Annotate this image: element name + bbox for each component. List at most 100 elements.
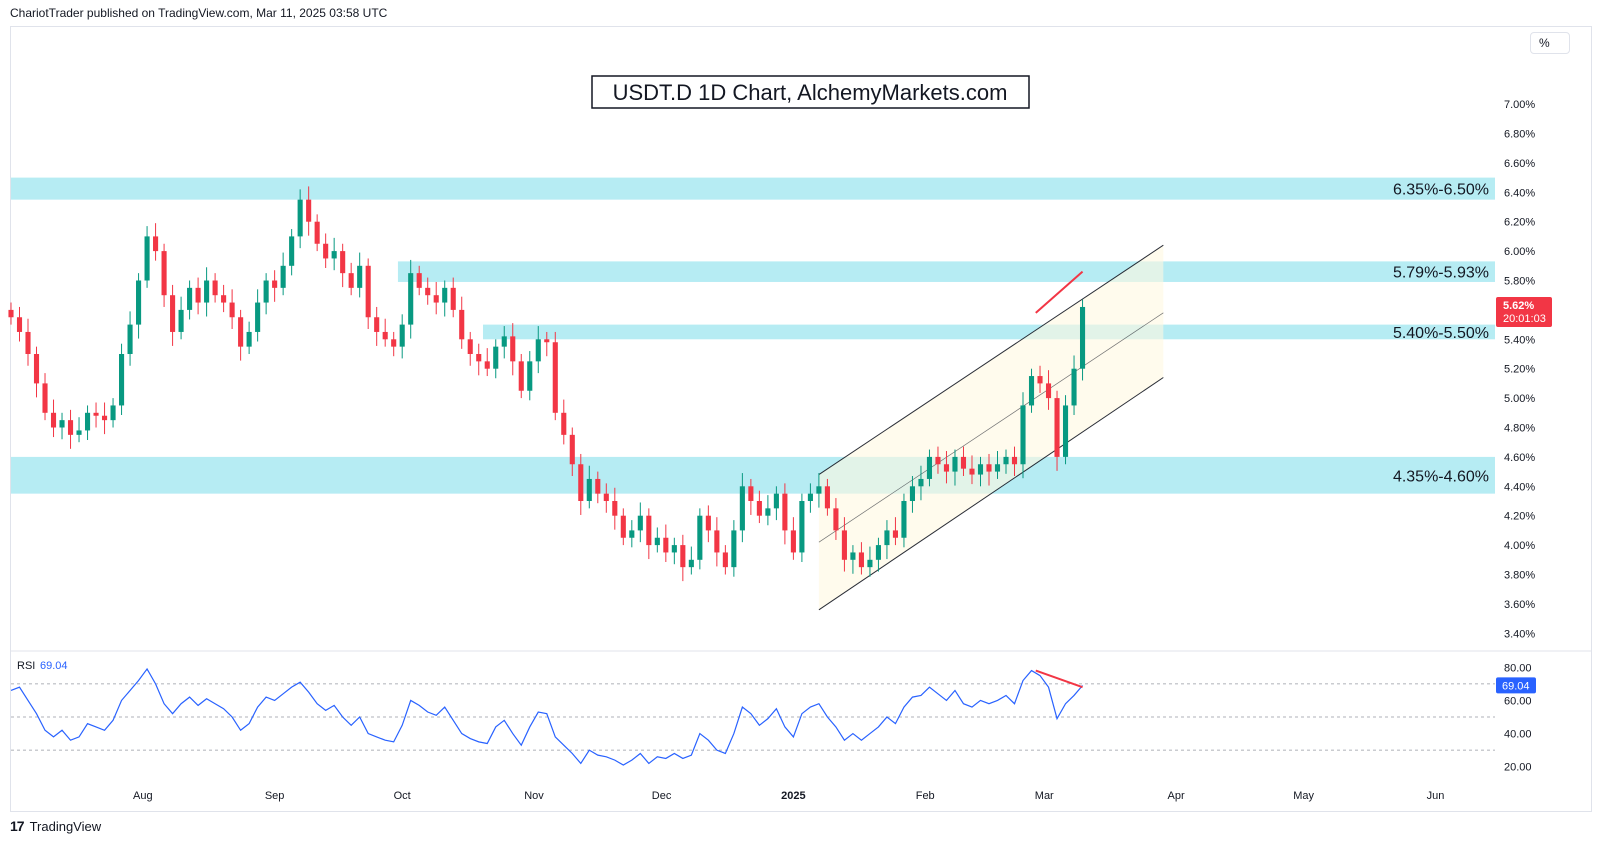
tradingview-footer: 17 TradingView: [10, 818, 101, 834]
candle-body: [323, 243, 329, 259]
channel-lower-line: [818, 377, 1164, 611]
candle-body: [824, 486, 830, 509]
candle-body: [637, 515, 643, 531]
x-tick-label: Feb: [916, 790, 935, 802]
candle-body: [136, 280, 142, 325]
candle-body: [204, 280, 210, 303]
tradingview-logo-icon: 17: [10, 818, 25, 834]
price-tick-label: 6.80%: [1504, 129, 1535, 141]
candle-body: [8, 309, 14, 318]
x-tick-label: Oct: [394, 790, 411, 802]
rsi-tick-label: 40.00: [1504, 729, 1532, 741]
candle-body: [773, 493, 779, 509]
candle-body: [663, 537, 669, 553]
candle-body: [170, 295, 176, 332]
candle-body: [612, 501, 618, 516]
candle-body: [501, 336, 507, 347]
rsi-divergence-line: [1035, 669, 1083, 689]
price-tick-label: 4.60%: [1504, 452, 1535, 464]
zone-2: [482, 324, 1495, 340]
axis-unit-button[interactable]: %: [1530, 32, 1570, 54]
candle-body: [994, 464, 1001, 472]
price-tick-label: 6.60%: [1504, 158, 1535, 170]
candle-body: [195, 287, 201, 303]
price-tick-label: 4.40%: [1504, 481, 1535, 493]
candle-body: [969, 468, 975, 475]
candle-body: [535, 339, 541, 362]
price-tick-label: 4.20%: [1504, 511, 1535, 523]
candle-body: [552, 342, 558, 413]
candle-body: [782, 493, 788, 531]
zone-label-2: 5.40%-5.50%: [1393, 325, 1489, 342]
candle-body: [42, 383, 48, 413]
candle-body: [280, 265, 286, 288]
candle-body: [127, 324, 133, 354]
rsi-tick-label: 80.00: [1504, 662, 1532, 674]
candle-body: [867, 559, 873, 568]
price-tick-label: 3.60%: [1504, 599, 1535, 611]
candle-body: [756, 501, 762, 516]
channel-middle-line: [818, 312, 1164, 543]
candle-body: [340, 251, 346, 274]
candle-body: [714, 530, 720, 553]
candle-body: [374, 317, 380, 332]
candle-body: [569, 434, 575, 465]
rsi-line: [10, 667, 1083, 766]
chart-title: USDT.D 1D Chart, AlchemyMarkets.com: [613, 80, 1008, 105]
x-tick-label: May: [1293, 790, 1314, 802]
candle-body: [977, 464, 984, 475]
candle-body: [391, 339, 397, 347]
tradingview-brand: TradingView: [29, 818, 102, 834]
candle-body: [50, 412, 57, 428]
candle-body: [586, 478, 592, 501]
price-tick-label: 3.80%: [1504, 570, 1535, 582]
rsi-tick-label: 60.00: [1504, 695, 1532, 707]
candle-body: [918, 478, 924, 487]
candle-body: [1045, 383, 1052, 399]
price-tick-label: 7.00%: [1504, 99, 1535, 111]
candle-body: [433, 295, 439, 303]
candle-body: [960, 456, 967, 469]
candle-body: [119, 354, 125, 406]
price-tick-label: 4.00%: [1504, 540, 1535, 552]
candle-body: [722, 552, 728, 568]
candle-body: [272, 280, 278, 288]
price-tick-label: 3.40%: [1504, 628, 1535, 640]
candle-body: [952, 456, 958, 472]
candle-body: [238, 317, 244, 347]
candle-body: [688, 559, 694, 568]
candle-body: [84, 412, 91, 431]
candle-body: [93, 412, 99, 416]
candle-body: [671, 545, 677, 553]
candle-body: [450, 287, 456, 310]
zone-0: [11, 177, 1495, 200]
candle-body: [858, 552, 864, 568]
x-tick-label: Jun: [1427, 790, 1445, 802]
candle-body: [935, 456, 941, 465]
candle-body: [1020, 405, 1026, 465]
zone-label-0: 6.35%-6.50%: [1393, 182, 1489, 199]
candle-body: [289, 236, 295, 266]
current-price-value: 5.62%: [1503, 300, 1534, 312]
candle-body: [263, 280, 269, 303]
candle-body: [731, 530, 737, 568]
candle-body: [901, 501, 907, 538]
chart-title-box: [591, 75, 1030, 109]
candle-body: [943, 464, 950, 472]
x-tick-label: Aug: [133, 790, 153, 802]
candle-body: [153, 236, 159, 252]
candle-body: [229, 302, 235, 318]
candle-body: [467, 339, 473, 354]
candle-body: [578, 464, 584, 501]
candle-body: [382, 331, 388, 340]
candle-body: [33, 354, 40, 384]
candle-body: [510, 336, 516, 362]
x-tick-label: Sep: [265, 790, 285, 802]
candle-body: [654, 537, 660, 546]
candle-body: [544, 339, 550, 343]
candle-body: [1011, 456, 1018, 465]
channel-upper-line: [818, 244, 1164, 475]
candle-body: [101, 415, 108, 421]
candle-body: [442, 287, 448, 303]
